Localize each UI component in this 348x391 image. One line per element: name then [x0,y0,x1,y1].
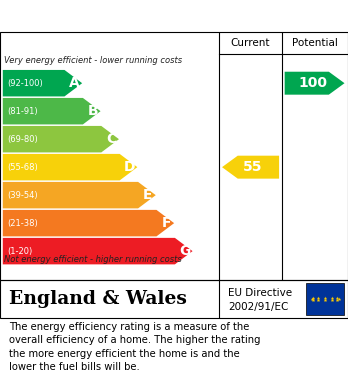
Text: (69-80): (69-80) [7,135,38,143]
Text: (81-91): (81-91) [7,107,38,116]
Text: Not energy efficient - higher running costs: Not energy efficient - higher running co… [4,255,182,264]
Text: Very energy efficient - lower running costs: Very energy efficient - lower running co… [4,56,182,65]
Text: EU Directive: EU Directive [228,288,292,298]
Polygon shape [222,156,279,179]
Text: C: C [106,132,116,146]
Polygon shape [3,98,101,124]
Text: 55: 55 [243,160,263,174]
Polygon shape [3,182,156,208]
Text: The energy efficiency rating is a measure of the
overall efficiency of a home. T: The energy efficiency rating is a measur… [9,322,260,373]
Polygon shape [3,154,137,180]
Polygon shape [3,210,174,237]
Text: (55-68): (55-68) [7,163,38,172]
Text: E: E [143,188,152,202]
Text: England & Wales: England & Wales [9,290,187,308]
Text: Potential: Potential [292,38,338,48]
Text: F: F [161,216,171,230]
Polygon shape [3,126,119,152]
Text: Energy Efficiency Rating: Energy Efficiency Rating [9,9,230,23]
Text: 2002/91/EC: 2002/91/EC [228,302,288,312]
Text: B: B [87,104,98,118]
Text: (1-20): (1-20) [7,247,32,256]
Text: (39-54): (39-54) [7,191,38,200]
Text: G: G [179,244,190,258]
Text: A: A [69,76,80,90]
Text: (92-100): (92-100) [7,79,43,88]
Polygon shape [285,72,345,95]
Bar [306,283,344,315]
Text: 100: 100 [299,76,327,90]
Text: Current: Current [231,38,270,48]
Text: (21-38): (21-38) [7,219,38,228]
Polygon shape [3,238,192,264]
Text: D: D [124,160,135,174]
Polygon shape [3,70,82,97]
